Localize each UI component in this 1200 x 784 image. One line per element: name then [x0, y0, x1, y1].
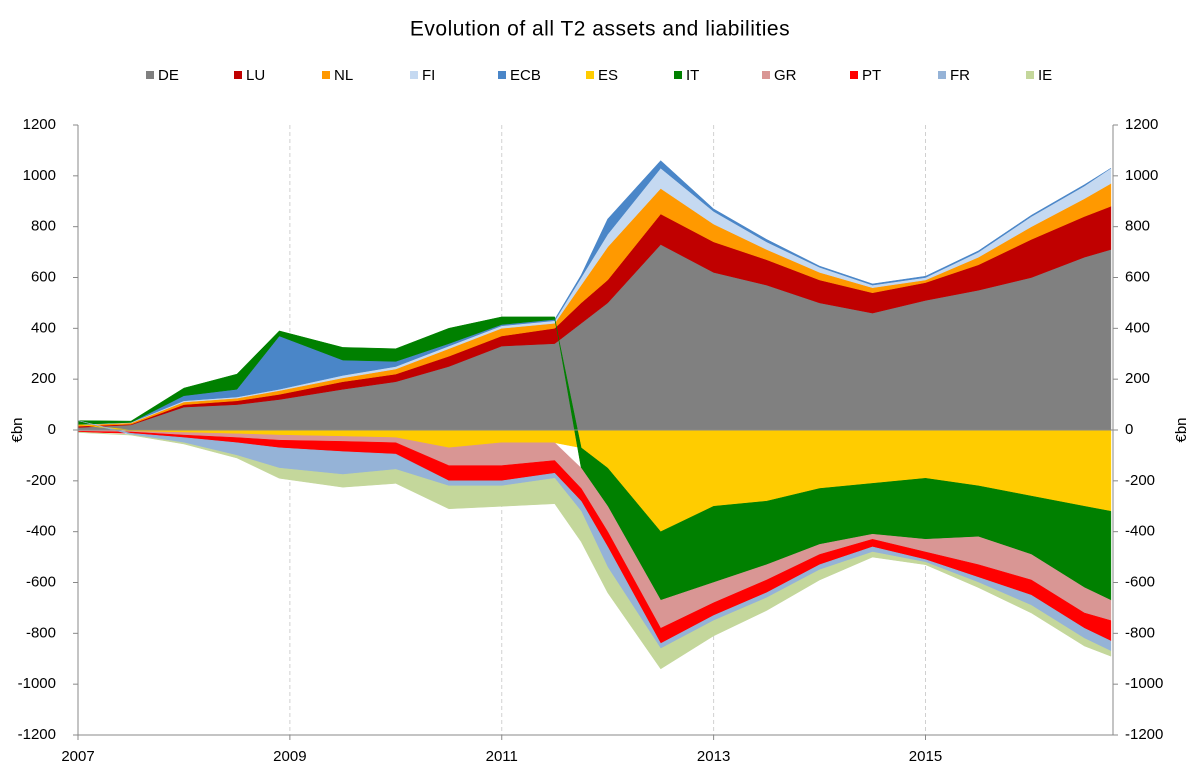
area	[77, 431, 1112, 670]
legend-label: DE	[158, 67, 179, 84]
y-tick-label: 600	[31, 268, 56, 285]
y-tick-label: -800	[26, 624, 56, 641]
legend-swatch	[850, 71, 858, 79]
y-tick-label: 1200	[23, 116, 56, 133]
area	[77, 316, 1112, 601]
y2-tick-label: 1000	[1125, 167, 1158, 184]
y-axis-label: €bn	[9, 417, 26, 442]
y2-tick-label: 0	[1125, 421, 1133, 438]
legend-label: ECB	[510, 67, 541, 84]
y-tick-label: -400	[26, 523, 56, 540]
y2-tick-label: -600	[1125, 573, 1155, 590]
legend-label: GR	[774, 67, 797, 84]
legend-label: IE	[1038, 67, 1052, 84]
legend-label: FI	[422, 67, 435, 84]
y2-tick-label: 200	[1125, 370, 1150, 387]
legend-swatch	[674, 71, 682, 79]
y2-tick-label: -800	[1125, 624, 1155, 641]
y2-axis-label: €bn	[1173, 417, 1190, 442]
y2-tick-label: -1000	[1125, 675, 1163, 692]
y2-tick-label: 600	[1125, 268, 1150, 285]
x-tick-label: 2007	[61, 748, 94, 765]
legend-label: NL	[334, 67, 353, 84]
y-tick-label: -600	[26, 573, 56, 590]
chart-title: Evolution of all T2 assets and liabiliti…	[410, 18, 790, 41]
y2-tick-label: 400	[1125, 319, 1150, 336]
y2-tick-label: -1200	[1125, 726, 1163, 743]
y-tick-label: 1000	[23, 167, 56, 184]
legend-label: ES	[598, 67, 618, 84]
y-tick-label: 0	[48, 421, 56, 438]
legend-swatch	[410, 71, 418, 79]
legend-swatch	[234, 71, 242, 79]
legend-label: FR	[950, 67, 970, 84]
y-tick-label: 200	[31, 370, 56, 387]
y-tick-label: -1000	[18, 675, 56, 692]
x-tick-label: 2011	[486, 748, 518, 765]
legend-label: IT	[686, 67, 699, 84]
legend-label: LU	[246, 67, 265, 84]
legend-swatch	[762, 71, 770, 79]
y-tick-label: 800	[31, 218, 56, 235]
legend-swatch	[1026, 71, 1034, 79]
y2-tick-label: 800	[1125, 218, 1150, 235]
y2-tick-label: -200	[1125, 472, 1155, 489]
legend-swatch	[498, 71, 506, 79]
y-tick-label: -1200	[18, 726, 56, 743]
y2-tick-label: 1200	[1125, 116, 1158, 133]
legend-swatch	[146, 71, 154, 79]
y-tick-label: 400	[31, 319, 56, 336]
x-tick-label: 2013	[697, 748, 730, 765]
legend-swatch	[938, 71, 946, 79]
x-tick-label: 2009	[273, 748, 306, 765]
y2-tick-label: -400	[1125, 523, 1155, 540]
legend-swatch	[322, 71, 330, 79]
x-tick-label: 2015	[909, 748, 942, 765]
y-tick-label: -200	[26, 472, 56, 489]
legend-label: PT	[862, 67, 881, 84]
legend-swatch	[586, 71, 594, 79]
